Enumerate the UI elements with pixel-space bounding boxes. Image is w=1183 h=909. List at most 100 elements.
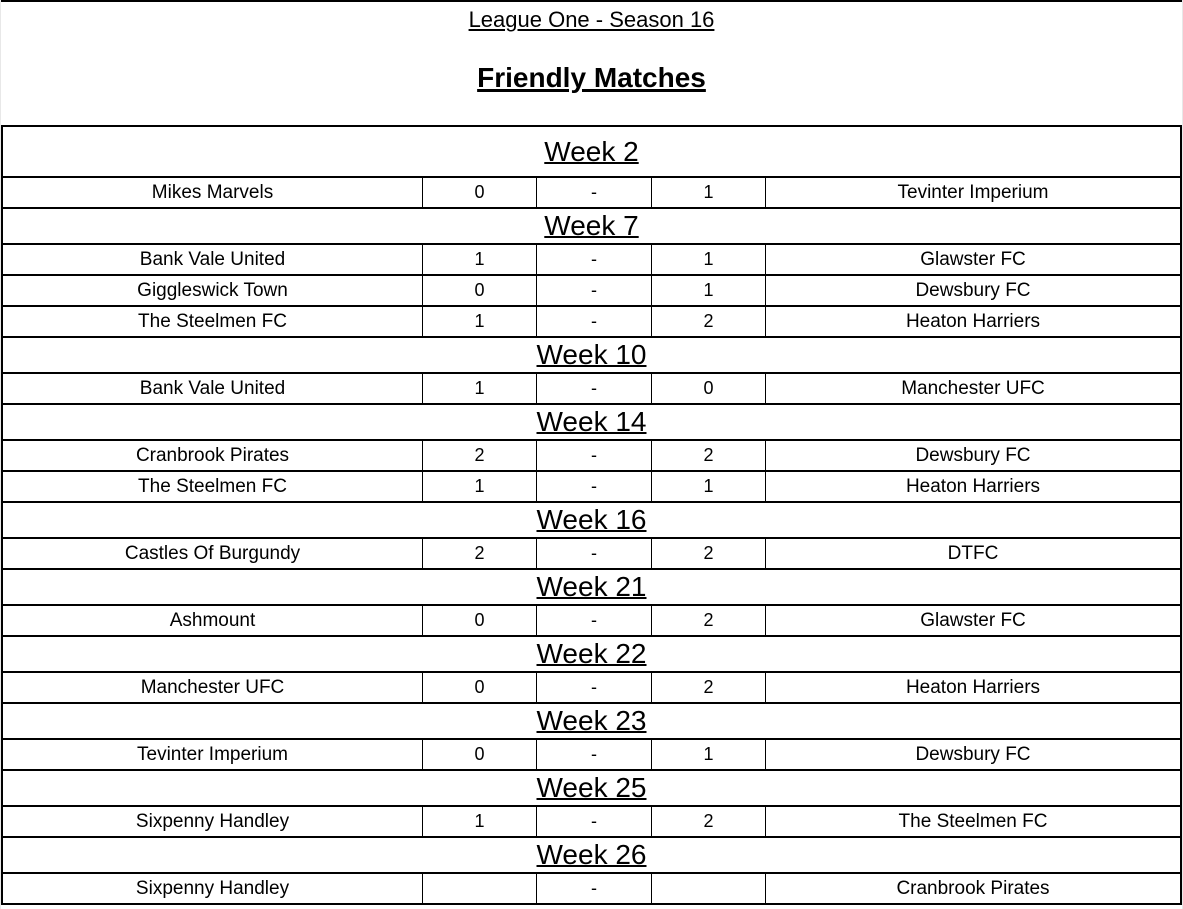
home-team-cell: The Steelmen FC: [138, 475, 287, 497]
away-team-cell: Glawster FC: [765, 245, 1180, 274]
match-row: Ashmount 0-2 Glawster FC: [3, 604, 1180, 635]
away-score-cell: [651, 874, 765, 903]
home-team-cell: Tevinter Imperium: [137, 743, 288, 765]
match-row: Bank Vale United 1-0 Manchester UFC: [3, 372, 1180, 403]
away-score-cell: 0: [651, 374, 765, 403]
week-label: Week 14: [536, 406, 647, 438]
match-row: Tevinter Imperium 0-1 Dewsbury FC: [3, 738, 1180, 769]
away-team-cell: Dewsbury FC: [765, 740, 1180, 769]
match-row: Bank Vale United 1-1 Glawster FC: [3, 243, 1180, 274]
away-score-cell: 1: [651, 276, 765, 305]
match-row: Castles Of Burgundy 2-2 DTFC: [3, 537, 1180, 568]
home-score-cell: 0: [422, 606, 536, 635]
home-team-cell: Sixpenny Handley: [135, 877, 290, 899]
away-team-cell: Manchester UFC: [765, 374, 1180, 403]
away-team-cell: Glawster FC: [765, 606, 1180, 635]
home-score-cell: [422, 874, 536, 903]
home-team-cell: Mikes Marvels: [151, 181, 274, 203]
away-team-cell: Dewsbury FC: [765, 276, 1180, 305]
away-score-cell: 1: [651, 740, 765, 769]
page-title: Friendly Matches: [477, 62, 706, 94]
away-team-cell: Tevinter Imperium: [765, 178, 1180, 207]
away-team-cell: DTFC: [765, 539, 1180, 568]
home-team-cell: Manchester UFC: [140, 676, 285, 698]
score-separator-cell: -: [536, 307, 651, 336]
week-header-row: Week 7: [3, 207, 1180, 243]
home-team-cell: Castles Of Burgundy: [124, 542, 301, 564]
match-row: The Steelmen FC 1-2 Heaton Harriers: [3, 305, 1180, 336]
score-separator-cell: -: [536, 441, 651, 470]
score-separator-cell: -: [536, 472, 651, 501]
away-score-cell: 2: [651, 539, 765, 568]
week-label: Week 23: [536, 705, 647, 737]
match-row: Mikes Marvels 0-1 Tevinter Imperium: [3, 176, 1180, 207]
league-title-line: League One - Season 16: [1, 2, 1182, 33]
score-separator-cell: -: [536, 740, 651, 769]
league-title: League One - Season 16: [468, 7, 715, 32]
home-score-cell: 1: [422, 807, 536, 836]
score-separator-cell: -: [536, 539, 651, 568]
week-label: Week 2: [544, 135, 639, 167]
home-score-cell: 1: [422, 374, 536, 403]
away-team-cell: Heaton Harriers: [765, 307, 1180, 336]
home-score-cell: 2: [422, 441, 536, 470]
home-team-cell: Ashmount: [169, 609, 256, 631]
score-separator-cell: -: [536, 178, 651, 207]
match-row: Cranbrook Pirates 2-2 Dewsbury FC: [3, 439, 1180, 470]
home-team-cell: Bank Vale United: [139, 377, 286, 399]
home-team-cell: The Steelmen FC: [138, 310, 287, 332]
week-label: Week 22: [536, 638, 647, 670]
match-row: Giggleswick Town 0-1 Dewsbury FC: [3, 274, 1180, 305]
week-label: Week 25: [536, 772, 647, 804]
away-score-cell: 2: [651, 441, 765, 470]
away-score-cell: 2: [651, 606, 765, 635]
home-team-cell: Cranbrook Pirates: [135, 444, 290, 466]
title-block: League One - Season 16 Friendly Matches: [1, 0, 1182, 125]
week-header-row: Week 25: [3, 769, 1180, 805]
away-score-cell: 1: [651, 178, 765, 207]
match-row: The Steelmen FC 1-1 Heaton Harriers: [3, 470, 1180, 501]
score-separator-cell: -: [536, 374, 651, 403]
away-team-cell: Cranbrook Pirates: [765, 874, 1180, 903]
home-score-cell: 2: [422, 539, 536, 568]
week-header-row: Week 16: [3, 501, 1180, 537]
away-team-cell: Heaton Harriers: [765, 472, 1180, 501]
weeks-table: Week 2 Mikes Marvels 0-1 Tevinter Imperium W…: [1, 125, 1182, 905]
week-header-row: Week 21: [3, 568, 1180, 604]
home-score-cell: 1: [422, 307, 536, 336]
week-label: Week 7: [544, 210, 639, 242]
week-header-row: Week 26: [3, 836, 1180, 872]
week-label: Week 10: [536, 339, 647, 371]
score-separator-cell: -: [536, 874, 651, 903]
away-score-cell: 1: [651, 245, 765, 274]
match-row: Sixpenny Handley - Cranbrook Pirates: [3, 872, 1180, 903]
away-score-cell: 2: [651, 807, 765, 836]
match-row: Sixpenny Handley 1-2 The Steelmen FC: [3, 805, 1180, 836]
week-label: Week 16: [536, 504, 647, 536]
week-header-row: Week 22: [3, 635, 1180, 671]
home-score-cell: 0: [422, 740, 536, 769]
score-separator-cell: -: [536, 673, 651, 702]
week-header-row: Week 14: [3, 403, 1180, 439]
home-score-cell: 0: [422, 673, 536, 702]
away-team-cell: Heaton Harriers: [765, 673, 1180, 702]
match-row: Manchester UFC 0-2 Heaton Harriers: [3, 671, 1180, 702]
away-score-cell: 2: [651, 307, 765, 336]
week-label: Week 21: [536, 571, 647, 603]
week-header-row: Week 23: [3, 702, 1180, 738]
week-header-row: Week 10: [3, 336, 1180, 372]
week-header-row: Week 2: [3, 125, 1180, 176]
score-separator-cell: -: [536, 807, 651, 836]
away-score-cell: 2: [651, 673, 765, 702]
away-team-cell: The Steelmen FC: [765, 807, 1180, 836]
away-score-cell: 1: [651, 472, 765, 501]
week-label: Week 26: [536, 839, 647, 871]
home-score-cell: 1: [422, 472, 536, 501]
away-team-cell: Dewsbury FC: [765, 441, 1180, 470]
home-score-cell: 1: [422, 245, 536, 274]
home-score-cell: 0: [422, 178, 536, 207]
home-team-cell: Bank Vale United: [139, 248, 286, 270]
home-score-cell: 0: [422, 276, 536, 305]
home-team-cell: Giggleswick Town: [137, 279, 288, 301]
